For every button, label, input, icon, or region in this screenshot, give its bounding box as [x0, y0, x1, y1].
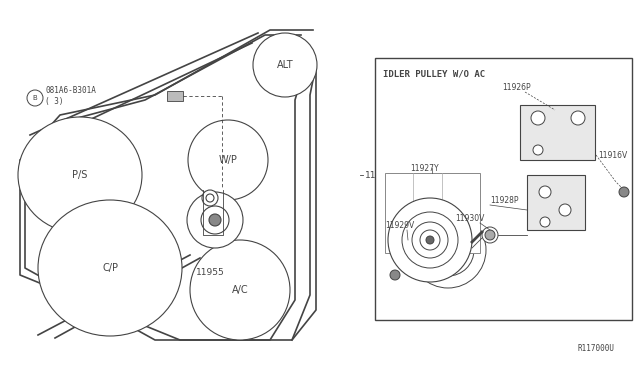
- Ellipse shape: [253, 33, 317, 97]
- Text: A/C: A/C: [232, 285, 248, 295]
- Text: W/P: W/P: [219, 155, 237, 165]
- Text: R117000U: R117000U: [578, 344, 615, 353]
- Text: C/P: C/P: [102, 263, 118, 273]
- Circle shape: [426, 236, 434, 244]
- Circle shape: [27, 90, 43, 106]
- Ellipse shape: [18, 117, 142, 233]
- FancyBboxPatch shape: [520, 105, 595, 160]
- Circle shape: [531, 111, 545, 125]
- FancyBboxPatch shape: [167, 91, 183, 101]
- Circle shape: [388, 198, 472, 282]
- Text: P/S: P/S: [72, 170, 88, 180]
- Text: 081A6-B301A
( 3): 081A6-B301A ( 3): [45, 86, 96, 106]
- Ellipse shape: [190, 240, 290, 340]
- Text: 11928P: 11928P: [490, 196, 518, 205]
- Circle shape: [485, 230, 495, 240]
- Text: ALT: ALT: [276, 60, 293, 70]
- Text: 11926P: 11926P: [502, 83, 531, 92]
- Circle shape: [209, 214, 221, 226]
- Text: 11929V: 11929V: [385, 221, 414, 230]
- Circle shape: [539, 186, 551, 198]
- Ellipse shape: [188, 120, 268, 200]
- Circle shape: [206, 194, 214, 202]
- Circle shape: [482, 227, 498, 243]
- Text: 11720N: 11720N: [365, 170, 401, 180]
- Circle shape: [533, 145, 543, 155]
- Circle shape: [410, 212, 486, 288]
- Text: 11916V: 11916V: [598, 151, 627, 160]
- Text: B: B: [33, 95, 37, 101]
- FancyBboxPatch shape: [375, 58, 632, 320]
- Circle shape: [412, 222, 448, 258]
- Circle shape: [619, 187, 629, 197]
- Circle shape: [202, 190, 218, 206]
- Circle shape: [559, 204, 571, 216]
- Text: 11955: 11955: [196, 268, 225, 277]
- Circle shape: [201, 206, 229, 234]
- Circle shape: [540, 217, 550, 227]
- Text: IDLER PULLEY W/O AC: IDLER PULLEY W/O AC: [383, 70, 485, 78]
- Circle shape: [390, 270, 400, 280]
- Text: 11930V: 11930V: [455, 214, 484, 222]
- Circle shape: [402, 212, 458, 268]
- Ellipse shape: [38, 200, 182, 336]
- Text: 11927Y: 11927Y: [410, 164, 438, 173]
- Circle shape: [187, 192, 243, 248]
- Circle shape: [422, 224, 474, 276]
- FancyBboxPatch shape: [527, 175, 585, 230]
- Circle shape: [571, 111, 585, 125]
- Circle shape: [420, 230, 440, 250]
- FancyBboxPatch shape: [385, 173, 480, 253]
